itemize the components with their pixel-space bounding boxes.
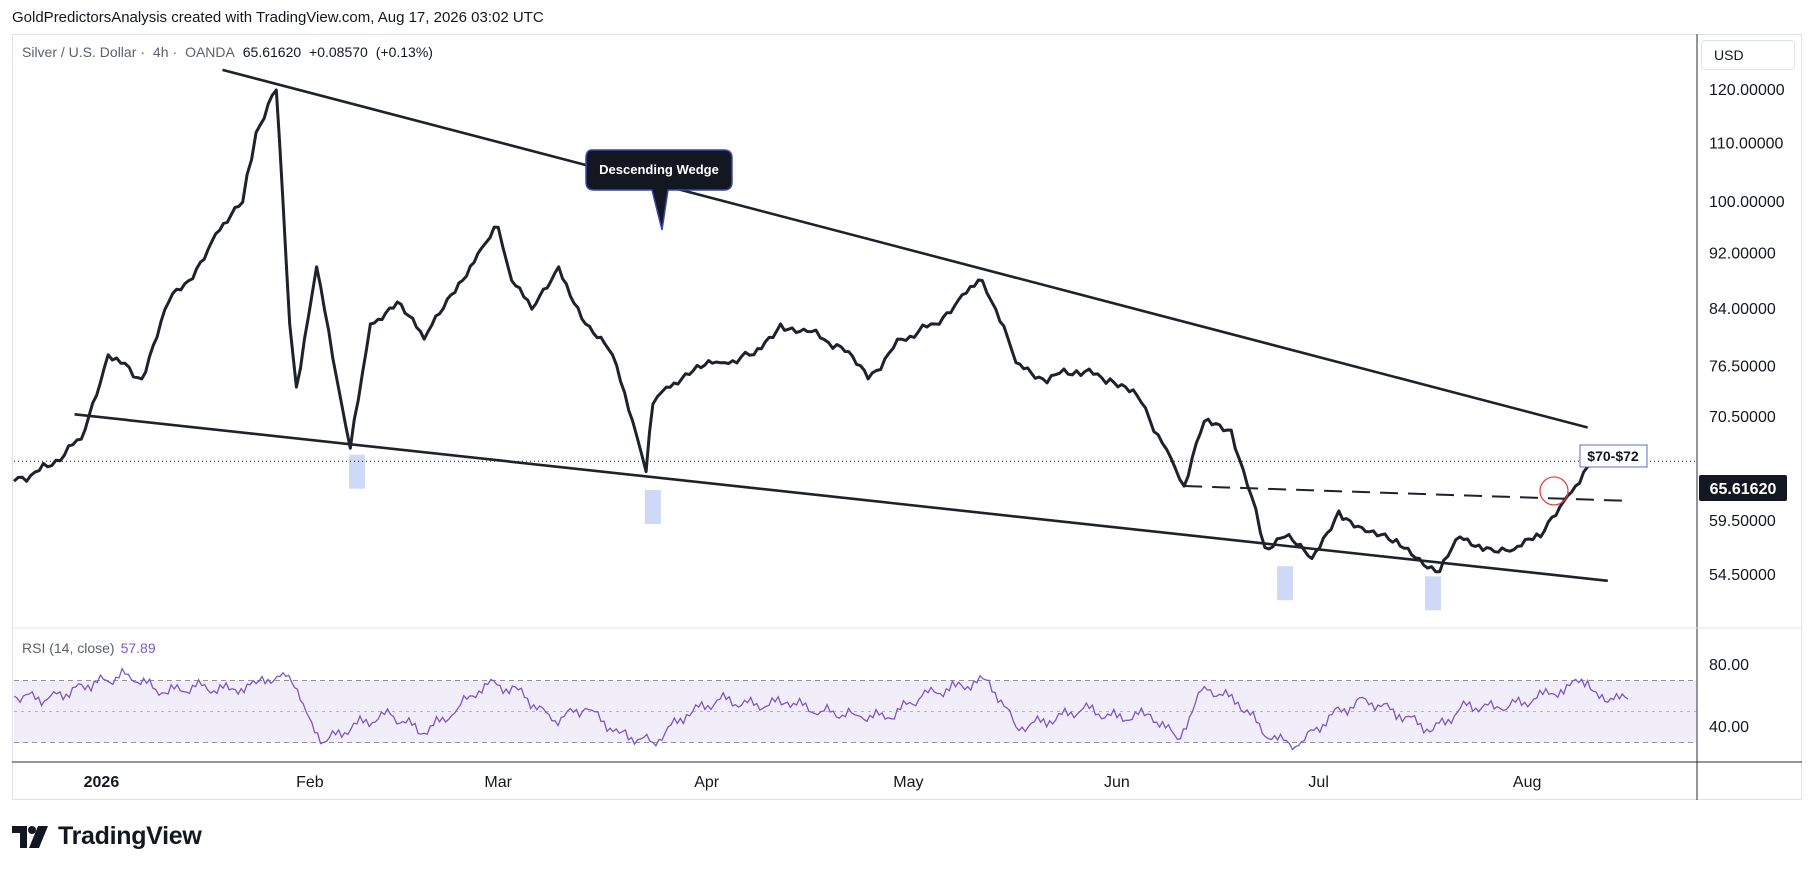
time-tick-label: Apr [694,774,720,791]
time-tick-label: Mar [484,774,512,791]
pivot-highlight [1424,576,1441,611]
rsi-legend-title: RSI (14, close) [22,640,115,656]
pivot-highlights [348,454,1441,611]
separator-dot: · [172,44,178,60]
price-tick-label: 92.00000 [1709,245,1776,262]
price-tick-label: 59.50000 [1709,513,1776,530]
price-tick-label: 84.00000 [1709,301,1776,318]
price-line [12,88,1629,574]
rsi-legend: RSI (14, close) 57.89 [22,640,156,656]
trendline-1[interactable] [222,68,1588,429]
pivot-highlight [644,489,661,524]
target-box [1579,444,1648,468]
time-tick-label: May [893,774,923,791]
symbol-interval: 4h [152,44,169,60]
target-callout[interactable]: $70-$72 [1579,444,1648,468]
price-tick-label: 120.00000 [1709,82,1785,99]
wedge-label: Descending Wedge [599,162,719,177]
separator-dot: · [140,44,146,60]
tradingview-logo-icon [12,825,48,848]
rsi-tick-label: 80.00 [1709,657,1749,674]
breakout-circle[interactable] [1539,476,1569,506]
time-axis[interactable]: 2026 Feb Mar Apr May Jun Jul Aug [84,774,1542,791]
price-axis[interactable]: 120.00000 110.00000 100.00000 92.00000 84.00… [1709,82,1785,584]
last-price-badge-label: 65.61620 [1710,481,1777,498]
symbol-legend: Silver / U.S. Dollar · 4h · OANDA 65.61620… [22,44,437,60]
symbol-change-pct: (+0.13%) [375,44,433,60]
symbol-name: Silver / U.S. Dollar [22,44,137,60]
time-tick-label: Jun [1104,774,1130,791]
time-tick-label: Aug [1513,774,1541,791]
pivot-highlight [348,454,365,489]
wedge-callout[interactable]: Descending Wedge [585,149,733,231]
callout-bubble [585,149,733,231]
time-tick-label: 2026 [84,774,120,791]
trendline-2[interactable] [74,413,1608,583]
target-label: $70-$72 [1587,448,1639,464]
trendlines[interactable] [74,68,1629,583]
last-price-badge: 65.61620 [1699,475,1787,501]
price-tick-label: 110.00000 [1709,135,1784,152]
chart-frame [12,34,1802,800]
price-tick-label: 100.00000 [1709,194,1785,211]
currency-button[interactable]: USD [1701,40,1795,70]
symbol-source: OANDA [185,44,235,60]
pivot-highlight [1277,566,1294,601]
last-price-badge-bg [1699,475,1787,501]
symbol-last-value: 65.61620 [242,44,302,60]
rsi-line [13,667,1629,751]
price-tick-label: 76.50000 [1709,359,1776,376]
price-tick-label: 70.50000 [1709,409,1776,426]
footer-brand[interactable]: TradingView [12,822,202,851]
trendline-3[interactable] [1184,485,1629,502]
chart-credit-header: GoldPredictorsAnalysis created with Trad… [12,9,544,26]
symbol-change: +0.08570 [309,44,368,60]
time-tick-label: Jul [1308,774,1328,791]
rsi-legend-value: 57.89 [120,640,156,656]
rsi-tick-label: 40.00 [1709,719,1749,736]
rsi-axis[interactable]: 80.00 40.00 [1709,657,1749,736]
price-tick-label: 54.50000 [1709,567,1776,584]
tradingview-brand-text: TradingView [58,822,202,850]
rsi-pane [13,667,1697,751]
time-tick-label: Feb [296,774,324,791]
